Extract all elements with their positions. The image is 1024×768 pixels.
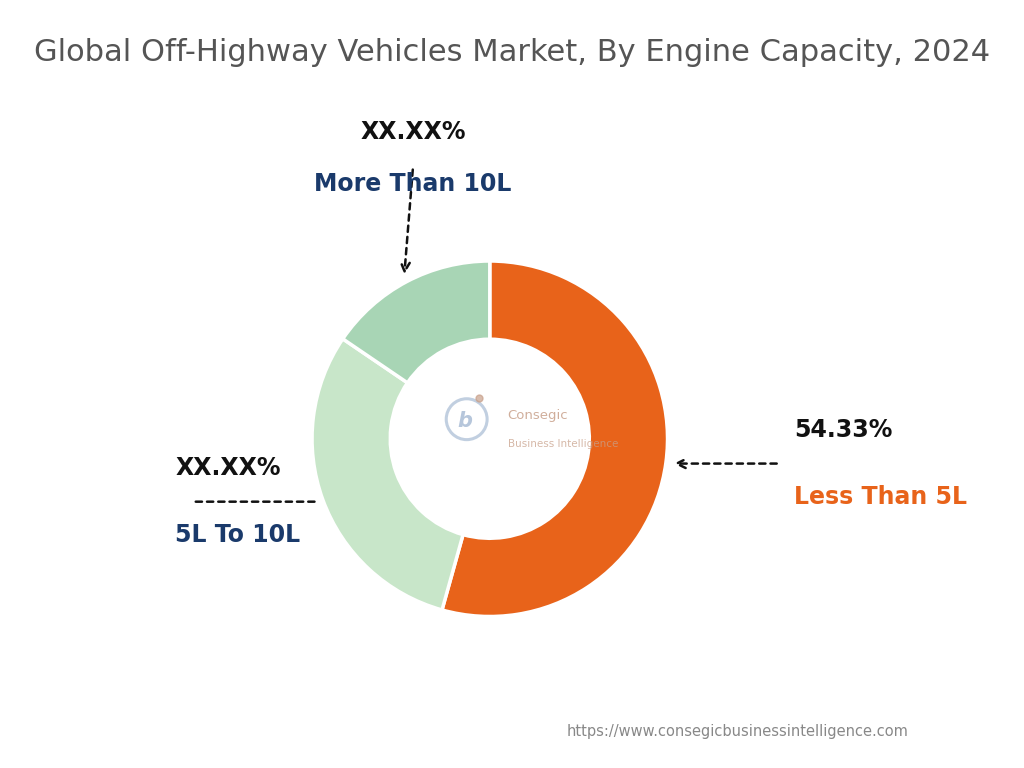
Wedge shape — [312, 339, 463, 610]
Text: b: b — [458, 411, 472, 431]
Text: XX.XX%: XX.XX% — [360, 120, 466, 144]
Text: Consegic: Consegic — [508, 409, 568, 422]
Text: Business Intelligence: Business Intelligence — [508, 439, 617, 449]
Wedge shape — [343, 261, 489, 382]
Text: Global Off-Highway Vehicles Market, By Engine Capacity, 2024: Global Off-Highway Vehicles Market, By E… — [34, 38, 990, 68]
Text: 54.33%: 54.33% — [794, 419, 892, 442]
Text: https://www.consegicbusinessintelligence.com: https://www.consegicbusinessintelligence… — [566, 723, 908, 739]
Text: Less Than 5L: Less Than 5L — [794, 485, 967, 509]
Text: XX.XX%: XX.XX% — [175, 456, 281, 480]
Text: More Than 10L: More Than 10L — [314, 172, 512, 196]
Wedge shape — [442, 261, 668, 617]
Text: 5L To 10L: 5L To 10L — [175, 523, 300, 547]
